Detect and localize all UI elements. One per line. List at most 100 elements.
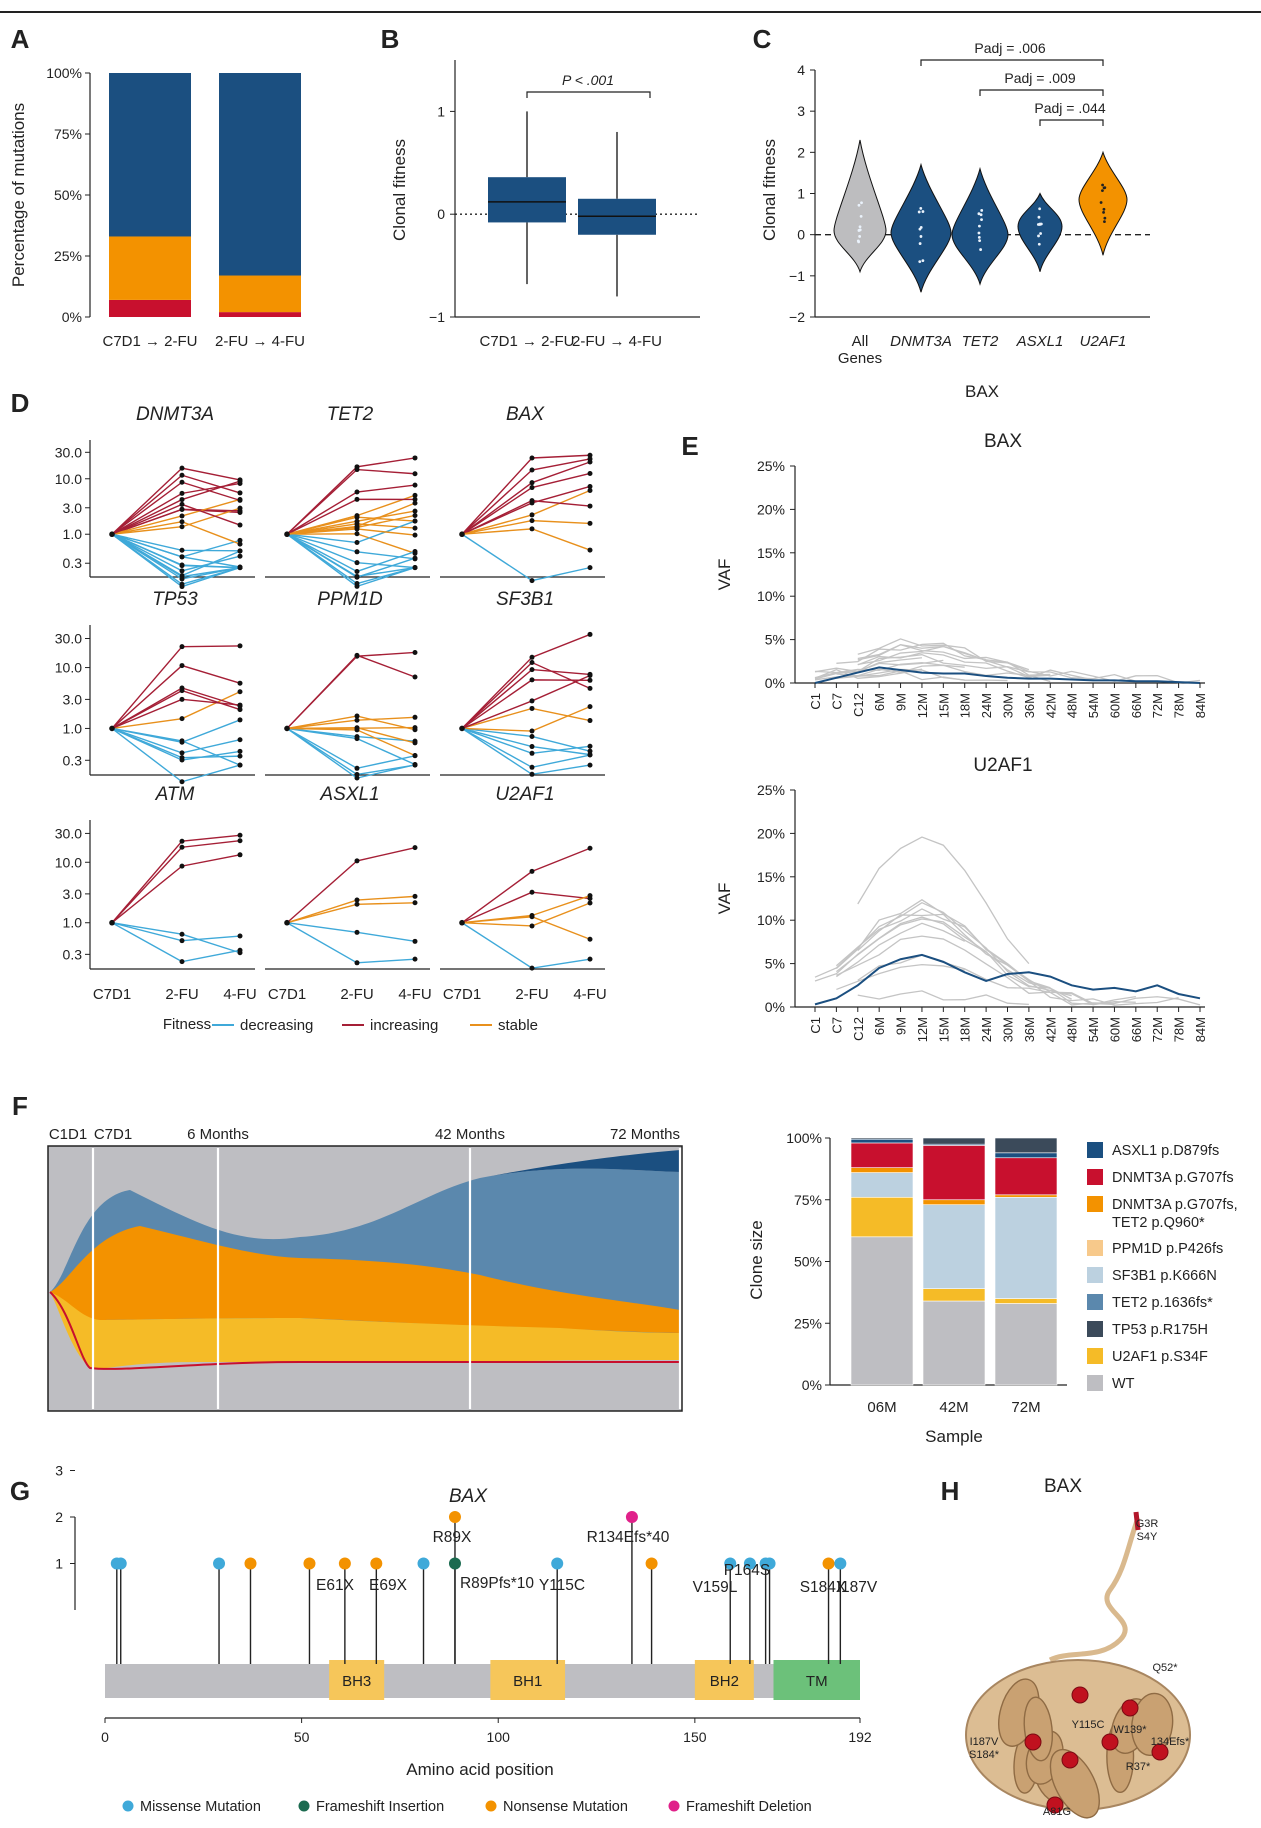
fitness-trajectory: [111, 840, 241, 924]
data-point: [1039, 232, 1042, 235]
data-point: [587, 956, 593, 962]
protein-domain: [773, 1660, 860, 1700]
data-point: [237, 478, 243, 484]
bar-segment: [219, 275, 301, 313]
vaf-trajectory: [835, 899, 1115, 1006]
residue-label: G3R: [1136, 1518, 1159, 1530]
x-tick-label: 66M: [1129, 693, 1144, 718]
x-tick-label: ASXL1: [1016, 333, 1064, 350]
bar-segment: [109, 73, 191, 237]
mutation-label: E69X: [369, 1577, 408, 1594]
data-point: [921, 259, 925, 263]
data-point: [179, 844, 185, 850]
data-point: [1101, 183, 1104, 187]
fitness-trajectory: [111, 691, 241, 730]
data-point: [109, 919, 115, 926]
x-tick-label: C7D1 → 2-FU: [479, 333, 574, 350]
helix: [1131, 1692, 1174, 1757]
y-tick-label: 2: [55, 1509, 63, 1525]
bar-segment: [994, 1196, 1058, 1299]
x-tick-label: 0: [101, 1729, 109, 1745]
data-point: [179, 524, 185, 530]
panel-letter: F: [12, 1091, 28, 1121]
protein-domain: [329, 1660, 385, 1700]
vaf-trajectory: [857, 836, 1030, 965]
data-point: [412, 674, 418, 680]
data-point: [237, 832, 243, 838]
data-point: [1037, 215, 1041, 219]
bar-segment: [219, 73, 301, 276]
data-point: [412, 525, 418, 531]
data-point: [237, 565, 243, 571]
x-tick-label: 36M: [1022, 1017, 1037, 1042]
subplot-title: TP53: [152, 589, 198, 610]
data-point: [1102, 207, 1106, 211]
y-tick-label: 1.0: [63, 526, 83, 542]
vaf-trajectory: [857, 652, 1115, 681]
legend-label: increasing: [370, 1017, 438, 1034]
data-point: [412, 455, 418, 461]
mutation-label: V159L: [693, 1579, 738, 1596]
x-axis-label: Sample: [925, 1427, 983, 1446]
data-point: [179, 479, 185, 485]
x-tick-label: C7: [829, 1017, 844, 1034]
vaf-trajectory: [814, 662, 1051, 683]
y-tick-label: 100%: [786, 1130, 822, 1146]
chart-title: BAX: [1044, 1476, 1082, 1497]
legend-swatch: [485, 1800, 497, 1812]
lollipop-head: [625, 1511, 638, 1523]
y-tick-label: 5%: [765, 632, 785, 648]
panel-letters: A B C D E F G H: [10, 24, 960, 1506]
domain-label: BH1: [513, 1673, 542, 1690]
residue-label: S184*: [969, 1749, 1000, 1761]
data-point: [977, 231, 981, 235]
subplot-title: U2AF1: [973, 755, 1032, 776]
data-point: [459, 725, 465, 732]
data-point: [354, 717, 360, 723]
data-point: [1101, 189, 1104, 192]
y-tick-label: 50%: [794, 1254, 822, 1270]
residue-label: A81G: [1043, 1806, 1071, 1818]
x-tick-label: 48M: [1065, 693, 1080, 718]
bar-segment: [850, 1236, 914, 1386]
lollipop-head: [834, 1557, 847, 1570]
data-point: [859, 214, 863, 218]
data-point: [412, 512, 418, 518]
y-tick-label: 25%: [757, 782, 785, 798]
data-point: [529, 914, 535, 920]
y-tick-label: 10%: [757, 912, 785, 928]
lollipop-head: [645, 1557, 658, 1570]
legend-swatch: [122, 1800, 134, 1812]
data-point: [179, 568, 185, 574]
data-point: [284, 919, 290, 926]
data-point: [237, 680, 243, 686]
y-tick-label: 10.0: [55, 660, 82, 676]
data-point: [179, 581, 185, 587]
data-point: [354, 514, 360, 520]
data-point: [354, 727, 360, 733]
y-tick-label: 1: [797, 186, 805, 202]
data-point: [917, 210, 921, 214]
data-point: [179, 513, 185, 519]
significance-bracket: [920, 59, 1104, 66]
data-point: [412, 753, 418, 759]
data-point: [179, 472, 185, 478]
x-tick-label: 78M: [1172, 1017, 1187, 1042]
data-point: [587, 503, 593, 509]
data-point: [412, 482, 418, 488]
data-point: [977, 212, 981, 216]
mutation-label: E61X: [316, 1577, 355, 1594]
legend-swatch: [1087, 1169, 1103, 1185]
y-tick-label: 30.0: [55, 825, 82, 841]
data-point: [237, 748, 243, 754]
x-tick-label: 150: [683, 1729, 707, 1745]
x-tick-label: 12M: [915, 693, 930, 718]
data-point: [529, 733, 535, 739]
helix: [1049, 1748, 1100, 1819]
legend-swatch: [1087, 1267, 1103, 1283]
bar-segment: [994, 1298, 1058, 1304]
fitness-trajectory: [286, 922, 416, 964]
panel-letter: C: [753, 24, 772, 54]
data-point: [284, 725, 290, 732]
data-point: [237, 838, 243, 844]
